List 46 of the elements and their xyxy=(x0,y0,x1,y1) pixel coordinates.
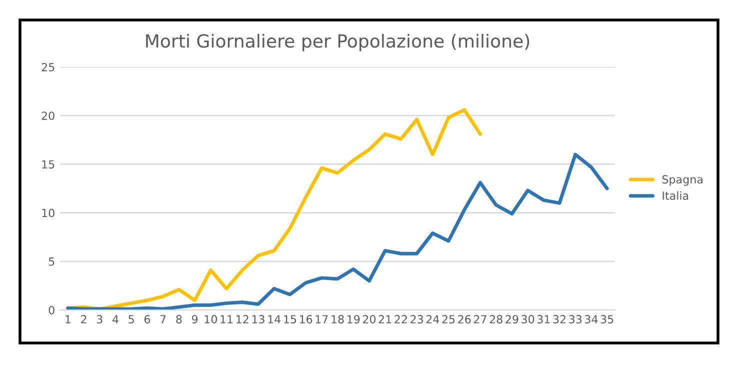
y-tick-label: 25 xyxy=(42,62,54,72)
x-tick-label: 6 xyxy=(144,315,150,324)
x-tick-label: 15 xyxy=(284,315,296,324)
x-tick-label: 27 xyxy=(474,315,486,324)
x-tick-label: 25 xyxy=(442,315,455,324)
x-tick-label: 22 xyxy=(394,315,407,324)
x-tick-label: 28 xyxy=(490,315,502,324)
x-tick-label: 17 xyxy=(316,315,328,324)
y-tick-label: 0 xyxy=(48,306,54,314)
x-tick-label: 23 xyxy=(410,315,423,324)
x-tick-label: 33 xyxy=(569,315,582,324)
x-tick-label: 12 xyxy=(236,315,248,324)
x-tick-label: 4 xyxy=(112,315,118,324)
x-tick-label: 14 xyxy=(268,315,281,324)
x-tick-label: 29 xyxy=(506,315,518,324)
x-tick-label: 35 xyxy=(600,315,614,324)
x-tick-label: 32 xyxy=(553,315,566,324)
x-tick-label: 10 xyxy=(204,315,217,324)
y-tick-label: 5 xyxy=(48,258,54,266)
x-tick-label: 26 xyxy=(458,315,471,324)
x-tick-label: 9 xyxy=(192,315,198,324)
x-tick-label: 18 xyxy=(332,315,344,324)
x-tick-label: 30 xyxy=(522,315,534,324)
x-tick-label: 2 xyxy=(81,315,86,324)
legend-label: Spagna xyxy=(662,175,702,186)
y-tick-label: 10 xyxy=(42,208,54,218)
line-series xyxy=(66,152,609,310)
x-tick-label: 19 xyxy=(348,315,360,324)
line-series xyxy=(66,108,482,310)
x-tick-label: 1 xyxy=(66,315,70,324)
x-tick-label: 11 xyxy=(220,315,233,324)
x-tick-label: 16 xyxy=(300,315,312,324)
x-tick-label: 8 xyxy=(176,315,182,324)
x-tick-label: 3 xyxy=(96,315,102,324)
y-tick-label: 20 xyxy=(42,112,54,120)
x-tick-label: 5 xyxy=(128,315,134,324)
x-tick-label: 20 xyxy=(362,315,376,324)
x-tick-label: 24 xyxy=(426,315,440,324)
x-tick-label: 21 xyxy=(378,315,392,324)
y-tick-label: 15 xyxy=(42,160,54,169)
x-tick-label: 7 xyxy=(160,315,166,324)
x-tick-label: 34 xyxy=(584,315,598,324)
legend-label: Italia xyxy=(662,191,688,200)
x-tick-label: 13 xyxy=(252,315,264,324)
chart-title: Morti Giornaliere per Popolazione (milione) xyxy=(146,34,530,52)
x-tick-label: 31 xyxy=(537,315,550,324)
